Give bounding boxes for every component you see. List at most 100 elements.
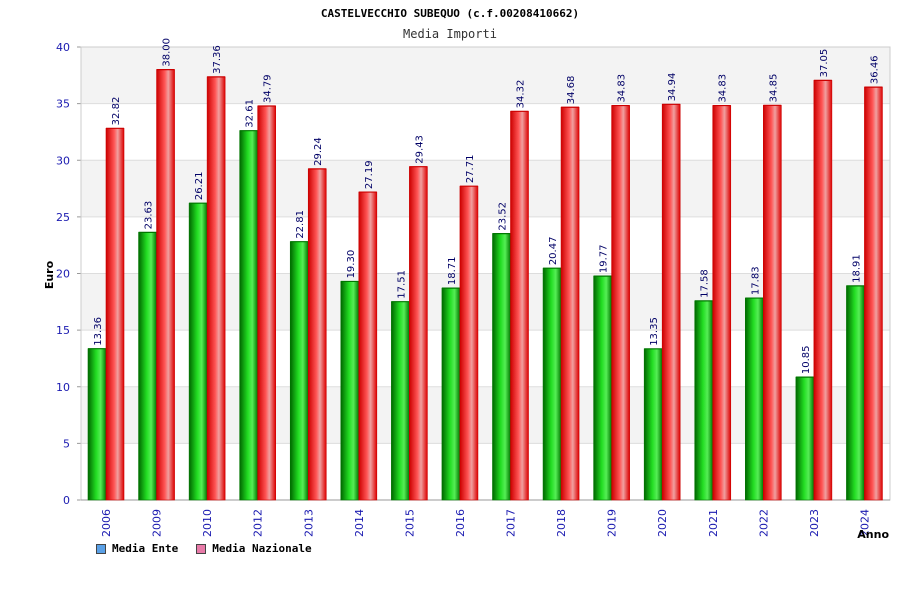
bar-media-nazionale-2015 [409,166,428,501]
y-tick-label: 15 [56,324,70,337]
bar-media-ente-2015 [391,301,410,501]
data-label-media-ente-2013: 22.81 [295,210,306,239]
bar-media-ente-2023 [795,376,815,501]
data-label-media-nazionale-2022: 34.85 [768,74,779,103]
x-tick-label-2017: 2017 [505,509,518,537]
data-label-media-nazionale-2024: 36.46 [869,55,880,84]
y-tick-label: 25 [56,211,70,224]
x-tick-label-2012: 2012 [252,509,265,537]
bar-media-ente-2017 [492,233,511,501]
x-tick-label-2010: 2010 [201,509,214,537]
x-tick-label-2014: 2014 [353,509,366,537]
data-label-media-nazionale-2006: 32.82 [111,97,122,126]
legend-swatch-media-nazionale [196,543,207,554]
data-label-media-ente-2015: 17.51 [396,270,407,299]
legend-item-media-ente: Media Ente [96,542,178,555]
y-tick-label: 35 [56,98,70,111]
bar-media-ente-2021 [694,300,714,501]
data-label-media-nazionale-2010: 37.36 [212,45,223,74]
x-tick-label-2018: 2018 [555,509,568,537]
bar-media-nazionale-2017 [510,111,529,501]
y-tick-label: 0 [63,494,70,507]
bar-media-nazionale-2022 [763,105,782,501]
bar-media-ente-2012 [239,130,258,501]
bar-media-nazionale-2012 [257,105,276,501]
bar-media-ente-2009 [138,232,157,501]
y-tick-label: 30 [56,154,70,167]
data-label-media-nazionale-2012: 34.79 [263,74,274,103]
bar-media-nazionale-2019 [611,105,630,501]
data-label-media-ente-2010: 26.21 [194,172,205,201]
bar-media-nazionale-2010 [206,76,226,501]
data-label-media-nazionale-2019: 34.83 [617,74,628,103]
data-labels: 13.36 32.82 23.63 38.00 26.21 37.36 32.61 34.79… [93,38,880,374]
data-label-media-ente-2014: 19.30 [346,250,357,279]
y-axis-label: Euro [43,260,56,289]
bar-media-ente-2022 [745,297,764,501]
bar-media-nazionale-2021 [712,105,732,501]
data-label-media-nazionale-2016: 27.71 [465,155,476,184]
data-label-media-ente-2012: 32.61 [245,99,256,128]
x-tick-label-2023: 2023 [808,509,821,537]
x-tick-label-2006: 2006 [100,509,113,537]
bar-media-ente-2014 [340,281,360,501]
bar-media-nazionale-2016 [459,185,479,501]
data-label-media-ente-2006: 13.36 [93,317,104,346]
legend: Media Ente Media Nazionale [96,542,312,555]
x-tick-label-2013: 2013 [302,509,315,537]
bar-media-ente-2020 [643,348,663,501]
bars [87,69,883,501]
chart-subtitle: Media Importi [403,27,497,41]
x-tick-label-2022: 2022 [757,509,770,537]
x-tick-label-2021: 2021 [707,509,720,537]
x-tick-label-2009: 2009 [151,509,164,537]
data-label-media-ente-2016: 18.71 [447,256,458,285]
x-tick-label-2015: 2015 [403,509,416,537]
data-label-media-ente-2018: 20.47 [548,237,559,266]
data-label-media-ente-2024: 18.91 [851,254,862,283]
y-tick-label: 5 [63,437,70,450]
bar-media-nazionale-2024 [864,86,883,501]
chart-title: CASTELVECCHIO SUBEQUO (c.f.00208410662) [321,7,579,20]
y-tick-label: 20 [56,268,70,281]
y-tick-label: 10 [56,381,70,394]
data-label-media-nazionale-2009: 38.00 [162,38,173,67]
data-label-media-ente-2022: 17.83 [750,266,761,295]
data-label-media-nazionale-2014: 27.19 [364,160,375,189]
data-label-media-nazionale-2013: 29.24 [313,137,324,166]
x-tick-label-2024: 2024 [858,509,871,537]
data-label-media-ente-2017: 23.52 [498,202,509,231]
x-tick-label-2019: 2019 [606,509,619,537]
data-label-media-ente-2023: 10.85 [801,345,812,374]
bar-media-nazionale-2018 [560,106,580,501]
bar-media-ente-2006 [87,348,107,501]
x-tick-label-2020: 2020 [656,509,669,537]
data-label-media-ente-2009: 23.63 [144,201,155,230]
data-label-media-nazionale-2018: 34.68 [566,76,577,105]
x-tick-label-2016: 2016 [454,509,467,537]
bar-media-nazionale-2023 [813,80,833,501]
bar-media-ente-2019 [593,275,612,501]
x-axis-label: Anno [857,528,889,541]
tick-labels: 0 5 10 15 20 25 30 35 40 2006 2009 2010 2012 2013 2014… [56,41,871,537]
data-label-media-nazionale-2015: 29.43 [414,135,425,164]
data-label-media-ente-2021: 17.58 [700,269,711,298]
data-label-media-nazionale-2021: 34.83 [718,74,729,103]
bar-media-nazionale-2020 [661,104,681,501]
bar-media-nazionale-2014 [358,191,378,501]
y-tick-label: 40 [56,41,70,54]
bar-media-ente-2016 [441,287,461,501]
bar-media-ente-2010 [188,202,208,501]
bar-media-nazionale-2013 [307,168,327,501]
data-label-media-nazionale-2017: 34.32 [516,80,527,109]
legend-item-media-nazionale: Media Nazionale [196,542,312,555]
bar-media-ente-2024 [846,285,865,501]
data-label-media-ente-2020: 13.35 [649,317,660,346]
bar-media-nazionale-2006 [105,128,125,501]
data-label-media-ente-2019: 19.77 [599,244,610,273]
legend-swatch-media-ente [96,543,106,554]
data-label-media-nazionale-2020: 34.94 [667,73,678,102]
bar-media-ente-2018 [542,267,562,501]
legend-label-media-nazionale: Media Nazionale [212,542,312,555]
